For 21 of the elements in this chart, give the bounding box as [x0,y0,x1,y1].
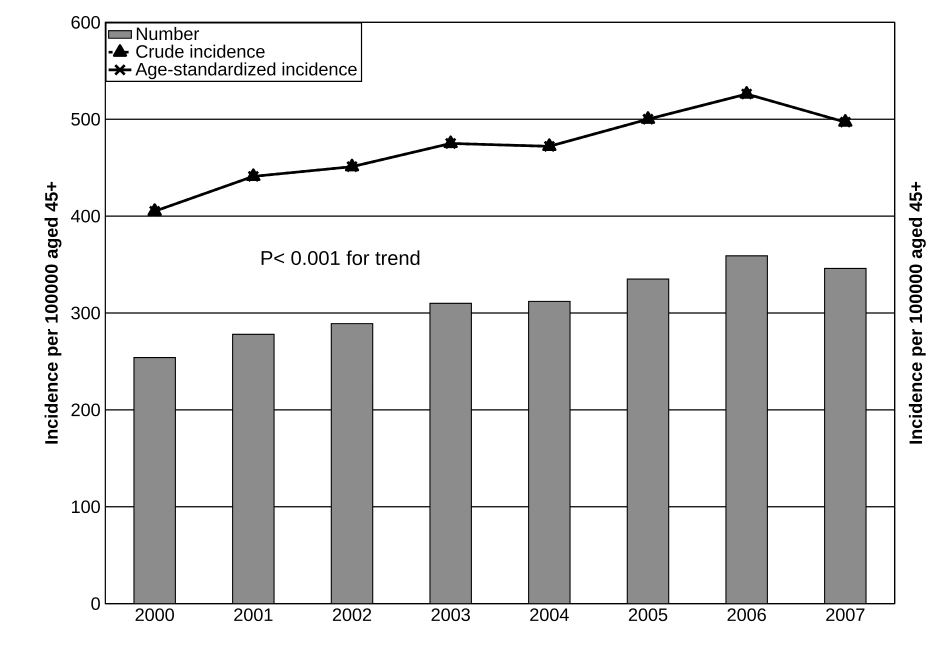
y-axis-title: Incidence per 100000 aged 45+ [44,182,62,444]
x-tick-label: 2002 [332,608,372,622]
y-tick-label: 0 [91,597,100,610]
legend-label: Number [136,26,200,40]
x-tick-label: 2000 [136,608,174,622]
x-tick-label: 2005 [628,608,668,622]
y-tick-label: 200 [72,404,100,416]
x-tick-label: 2006 [728,608,766,622]
x-tick-label: 2003 [432,608,470,622]
y2-axis-title: Incidence per 100000 aged 45+ [908,182,926,444]
legend-label: Age-standardized incidence [135,62,357,80]
x-tick-label: 2004 [530,608,569,622]
y-tick-label: 500 [71,112,100,126]
legend-label: Crude incidence [136,44,265,58]
y-tick-label: 600 [72,16,100,29]
annotation: P< 0.001 for trend [262,250,420,266]
y-tick-label: 300 [71,306,100,320]
x-tick-label: 2001 [234,608,272,622]
y-tick-label: 100 [72,500,100,514]
x-tick-label: 2007 [826,608,864,622]
y-tick-label: 400 [71,210,100,222]
